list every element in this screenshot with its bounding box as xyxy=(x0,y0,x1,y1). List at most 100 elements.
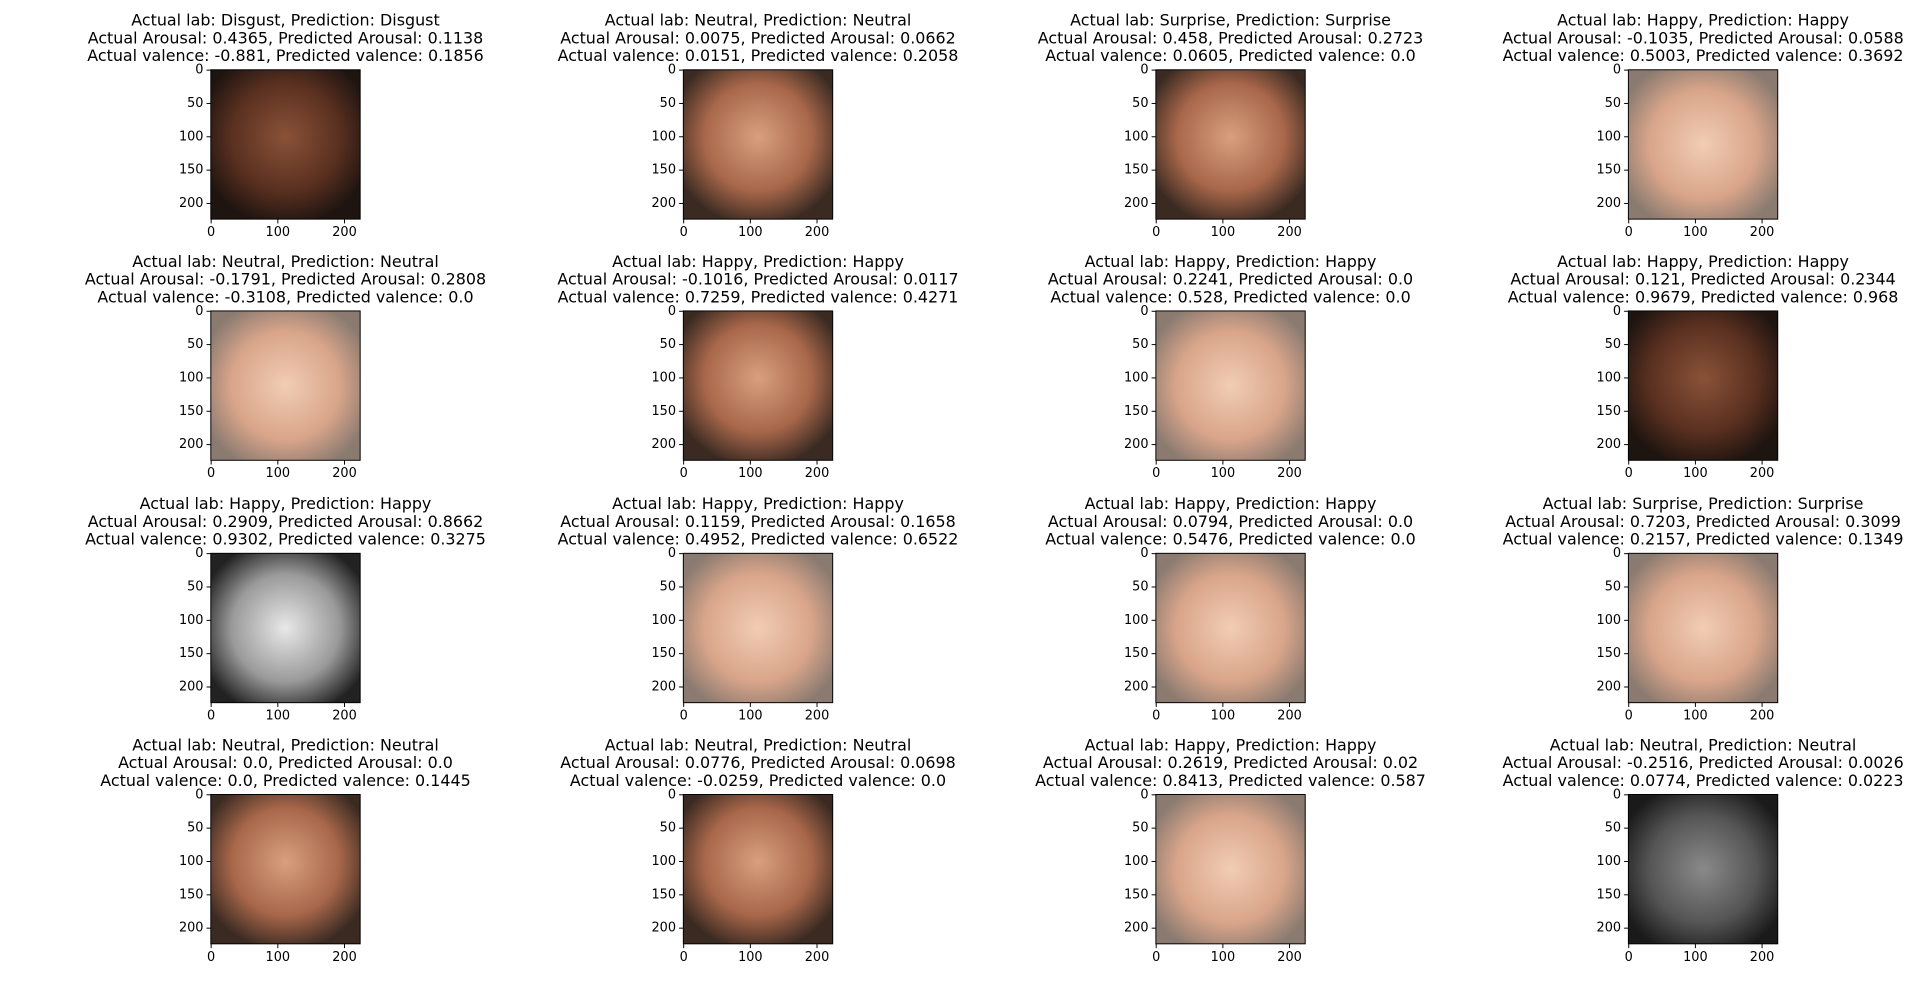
y-tick-label: 150 xyxy=(1124,163,1149,178)
panel-title: Actual Arousal: -0.1791, Predicted Arous… xyxy=(85,270,486,289)
face-image xyxy=(1628,310,1778,461)
y-tick-label: 100 xyxy=(1597,129,1622,144)
axes-frame xyxy=(1627,552,1779,704)
x-tick-label: 0 xyxy=(1625,466,1633,481)
y-tick-label: 50 xyxy=(660,337,676,352)
y-tick-label: 50 xyxy=(1132,821,1148,836)
panel-title: Actual valence: -0.0259, Predicted valen… xyxy=(570,771,946,790)
y-tick-label: 150 xyxy=(1597,646,1622,661)
panel-title: Actual lab: Neutral, Prediction: Neutral xyxy=(132,252,439,271)
y-tick-label: 0 xyxy=(668,63,676,78)
x-tick-label: 100 xyxy=(1211,950,1236,965)
x-tick-label: 0 xyxy=(1152,466,1160,481)
y-tick-label: 100 xyxy=(179,613,204,628)
y-tick-label: 150 xyxy=(1597,163,1622,178)
y-tick-label: 0 xyxy=(1140,63,1148,78)
y-tick-label: 100 xyxy=(651,129,676,144)
y-tick-label: 200 xyxy=(651,196,676,211)
y-tick-label: 100 xyxy=(1597,854,1622,869)
y-tick-label: 100 xyxy=(1124,129,1149,144)
panel-title: Actual lab: Neutral, Prediction: Neutral xyxy=(605,735,912,754)
panel-title: Actual Arousal: 0.1159, Predicted Arousa… xyxy=(560,512,956,531)
panel-title: Actual Arousal: 0.7203, Predicted Arousa… xyxy=(1505,512,1901,531)
face-image xyxy=(210,69,361,220)
y-tick-label: 200 xyxy=(1124,921,1149,936)
y-tick-label: 100 xyxy=(179,129,204,144)
panel-title: Actual valence: 0.8413, Predicted valenc… xyxy=(1035,771,1426,790)
panel-title: Actual Arousal: 0.0794, Predicted Arousa… xyxy=(1048,512,1413,531)
panel-title: Actual valence: 0.9302, Predicted valenc… xyxy=(85,530,486,549)
panel-title: Actual valence: 0.7259, Predicted valenc… xyxy=(558,287,959,306)
y-tick-label: 50 xyxy=(1605,821,1621,836)
y-tick-label: 100 xyxy=(179,854,204,869)
face-image xyxy=(210,310,361,461)
panel-title: Actual lab: Neutral, Prediction: Neutral xyxy=(132,735,439,754)
y-tick-label: 200 xyxy=(651,679,676,694)
face-image xyxy=(210,553,361,703)
face-image xyxy=(1155,794,1306,944)
axes-frame xyxy=(1155,793,1306,945)
y-tick-label: 200 xyxy=(1597,196,1622,211)
face-image xyxy=(1155,310,1306,461)
x-tick-label: 200 xyxy=(332,950,357,965)
y-tick-label: 150 xyxy=(179,163,204,178)
y-tick-label: 200 xyxy=(1124,437,1149,452)
y-tick-label: 50 xyxy=(187,579,203,594)
y-tick-label: 150 xyxy=(179,404,204,419)
panel-title: Actual lab: Surprise, Prediction: Surpri… xyxy=(1543,494,1864,513)
y-tick-label: 0 xyxy=(195,63,203,78)
x-tick-label: 200 xyxy=(1277,466,1302,481)
panel-title: Actual lab: Happy, Prediction: Happy xyxy=(1085,252,1377,271)
x-tick-label: 0 xyxy=(1152,709,1160,724)
x-tick-label: 200 xyxy=(332,709,357,724)
x-tick-label: 200 xyxy=(1277,225,1302,240)
panel-title: Actual Arousal: -0.1035, Predicted Arous… xyxy=(1502,28,1903,47)
y-tick-label: 200 xyxy=(179,196,204,211)
x-tick-label: 100 xyxy=(1211,466,1236,481)
panel-title: Actual valence: 0.5003, Predicted valenc… xyxy=(1503,46,1904,65)
x-tick-label: 0 xyxy=(1152,225,1160,240)
y-tick-label: 100 xyxy=(1124,370,1149,385)
panel-title: Actual lab: Happy, Prediction: Happy xyxy=(140,494,432,513)
x-tick-label: 0 xyxy=(680,950,688,965)
y-tick-label: 150 xyxy=(651,163,676,178)
x-tick-label: 0 xyxy=(1152,950,1160,965)
x-tick-label: 0 xyxy=(680,225,688,240)
y-tick-label: 0 xyxy=(1613,787,1621,802)
x-tick-label: 100 xyxy=(1683,709,1708,724)
x-tick-label: 100 xyxy=(738,709,763,724)
y-tick-label: 150 xyxy=(179,887,204,902)
panel-title: Actual valence: 0.4952, Predicted valenc… xyxy=(558,530,959,549)
y-tick-label: 0 xyxy=(195,787,203,802)
face-image xyxy=(1628,794,1778,944)
y-tick-label: 150 xyxy=(1124,887,1149,902)
face-image xyxy=(683,310,833,461)
panel-title: Actual lab: Happy, Prediction: Happy xyxy=(1085,735,1377,754)
y-tick-label: 0 xyxy=(1140,546,1148,561)
panel-title: Actual valence: 0.0605, Predicted valenc… xyxy=(1045,46,1415,65)
face-image xyxy=(683,553,833,703)
y-tick-label: 0 xyxy=(195,304,203,319)
panel-title: Actual Arousal: 0.4365, Predicted Arousa… xyxy=(88,28,484,47)
y-tick-label: 50 xyxy=(187,821,203,836)
y-tick-label: 100 xyxy=(651,854,676,869)
axes-frame xyxy=(1627,793,1779,945)
x-tick-label: 100 xyxy=(738,466,763,481)
x-tick-label: 100 xyxy=(266,709,291,724)
panel-title: Actual Arousal: 0.0, Predicted Arousal: … xyxy=(118,753,453,772)
x-tick-label: 0 xyxy=(207,950,215,965)
y-tick-label: 50 xyxy=(1132,337,1148,352)
y-tick-label: 0 xyxy=(668,304,676,319)
y-tick-label: 200 xyxy=(1597,437,1622,452)
y-tick-label: 0 xyxy=(668,546,676,561)
y-tick-label: 200 xyxy=(1124,196,1149,211)
panel-title: Actual lab: Happy, Prediction: Happy xyxy=(612,494,904,513)
x-tick-label: 100 xyxy=(1683,950,1708,965)
panel-title: Actual Arousal: -0.2516, Predicted Arous… xyxy=(1502,753,1903,772)
face-image xyxy=(1628,553,1778,703)
y-tick-label: 200 xyxy=(179,437,204,452)
axes-frame xyxy=(210,310,361,461)
x-tick-label: 200 xyxy=(332,466,357,481)
